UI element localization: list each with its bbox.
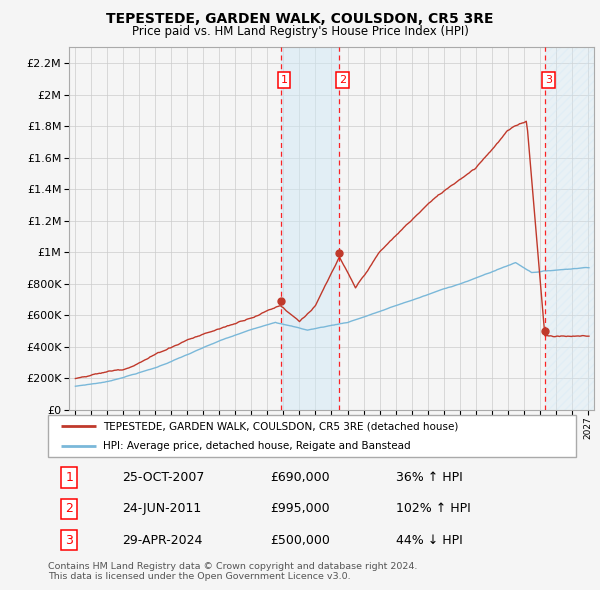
Text: 29-APR-2024: 29-APR-2024	[122, 533, 202, 546]
Text: 24-JUN-2011: 24-JUN-2011	[122, 502, 201, 516]
Text: HPI: Average price, detached house, Reigate and Banstead: HPI: Average price, detached house, Reig…	[103, 441, 411, 451]
Text: £500,000: £500,000	[270, 533, 329, 546]
Text: 44% ↓ HPI: 44% ↓ HPI	[397, 533, 463, 546]
Text: £690,000: £690,000	[270, 471, 329, 484]
Text: TEPESTEDE, GARDEN WALK, COULSDON, CR5 3RE: TEPESTEDE, GARDEN WALK, COULSDON, CR5 3R…	[106, 12, 494, 26]
Text: Price paid vs. HM Land Registry's House Price Index (HPI): Price paid vs. HM Land Registry's House …	[131, 25, 469, 38]
Text: 25-OCT-2007: 25-OCT-2007	[122, 471, 204, 484]
Text: TEPESTEDE, GARDEN WALK, COULSDON, CR5 3RE (detached house): TEPESTEDE, GARDEN WALK, COULSDON, CR5 3R…	[103, 421, 459, 431]
Text: 36% ↑ HPI: 36% ↑ HPI	[397, 471, 463, 484]
Text: 1: 1	[65, 471, 73, 484]
Text: Contains HM Land Registry data © Crown copyright and database right 2024.: Contains HM Land Registry data © Crown c…	[48, 562, 418, 571]
Text: £995,000: £995,000	[270, 502, 329, 516]
Text: This data is licensed under the Open Government Licence v3.0.: This data is licensed under the Open Gov…	[48, 572, 350, 581]
Text: 102% ↑ HPI: 102% ↑ HPI	[397, 502, 471, 516]
Bar	[545, 47, 594, 410]
Bar	[281, 47, 339, 410]
FancyBboxPatch shape	[48, 415, 576, 457]
Text: 3: 3	[65, 533, 73, 546]
Text: 1: 1	[281, 75, 287, 85]
Text: 2: 2	[339, 75, 346, 85]
Text: 2: 2	[65, 502, 73, 516]
Text: 3: 3	[545, 75, 552, 85]
